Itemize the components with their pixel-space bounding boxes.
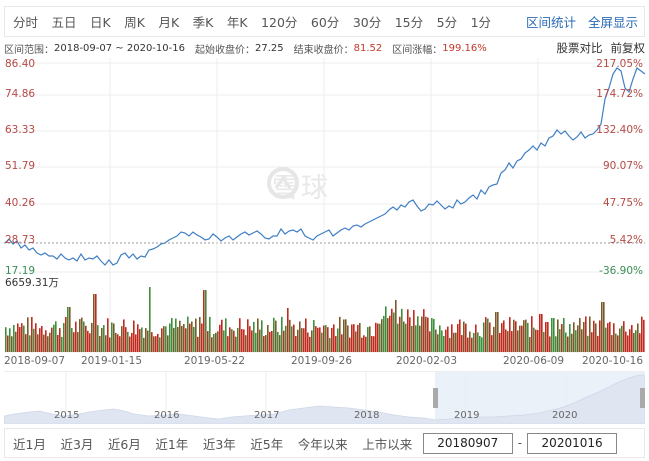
end-close-value: 81.52 (353, 42, 383, 54)
fullscreen-link[interactable]: 全屏显示 (587, 15, 638, 30)
range-value: 2018-09-07 ~ 2020-10-16 (54, 42, 185, 54)
pct-label-2: 174.72% (596, 88, 643, 100)
price-label-max: 86.40 (5, 58, 36, 70)
info-actions: 股票对比 前复权 (549, 40, 646, 56)
pct-label-base: 5.42% (609, 234, 643, 246)
year-label: 2016 (154, 410, 180, 421)
price-label-5: 40.26 (5, 197, 36, 209)
preset-6m[interactable]: 近6月 (107, 436, 141, 452)
preset-1y[interactable]: 近1年 (155, 436, 189, 452)
date-label: 2020-02-03 (396, 355, 458, 367)
price-label-3: 63.33 (5, 124, 36, 136)
xueqiu-logo-icon (267, 167, 299, 199)
change-label: 区间涨幅： (392, 44, 443, 56)
price-label-2: 74.86 (5, 88, 36, 100)
end-close-label: 结束收盘价： (293, 44, 354, 56)
preset-3y[interactable]: 近3年 (202, 436, 236, 452)
date-axis: 2018-09-07 2019-01-15 2019-05-22 2019-09… (4, 355, 645, 369)
end-date-input[interactable] (527, 432, 618, 454)
watermark: 雪球 (266, 166, 330, 205)
year-label: 2020 (552, 410, 578, 421)
navigator-right-handle[interactable] (640, 388, 645, 408)
tab-intraday[interactable]: 分时 (13, 15, 39, 30)
tab-1min[interactable]: 1分 (470, 15, 492, 30)
preset-5y[interactable]: 近5年 (250, 436, 284, 452)
tab-120min[interactable]: 120分 (261, 15, 298, 30)
price-label-base: 28.73 (5, 234, 36, 246)
adjust-mode-button[interactable]: 前复权 (610, 41, 646, 55)
tab-daily-k[interactable]: 日K (90, 15, 111, 30)
change-value: 199.16% (442, 42, 487, 54)
preset-3m[interactable]: 近3月 (60, 436, 94, 452)
tab-monthly-k[interactable]: 月K (158, 15, 180, 30)
volume-max-label: 6659.31万 (5, 277, 59, 289)
year-label: 2015 (54, 410, 80, 421)
pct-label-4: 90.07% (602, 160, 643, 172)
period-toolbar: 分时 五日 日K 周K 月K 季K 年K 120分 60分 30分 15分 5分… (4, 6, 645, 37)
date-label: 2018-09-07 (4, 355, 66, 367)
preset-1m[interactable]: 近1月 (13, 436, 46, 452)
tab-5min[interactable]: 5分 (436, 15, 458, 30)
preset-since-listing[interactable]: 上市以来 (362, 436, 413, 452)
date-label: 2019-05-22 (184, 355, 246, 367)
range-navigator[interactable]: 2015 2016 2017 2018 2019 2020 (3, 371, 646, 425)
year-label: 2018 (354, 410, 380, 421)
tab-quarterly-k[interactable]: 季K (192, 15, 214, 30)
tab-weekly-k[interactable]: 周K (124, 15, 145, 30)
date-label: 2020-10-16 (582, 355, 644, 367)
price-label-min: 17.19 (5, 265, 36, 277)
tab-5day[interactable]: 五日 (51, 15, 77, 30)
tab-60min[interactable]: 60分 (310, 15, 340, 30)
navigator-left-handle[interactable] (433, 388, 438, 408)
tab-30min[interactable]: 30分 (352, 15, 382, 30)
date-separator: - (517, 436, 523, 450)
price-chart-canvas (4, 58, 645, 353)
range-preset-bar: 近1月 近3月 近6月 近1年 近3年 近5年 今年以来 上市以来 - (4, 428, 645, 458)
start-close-label: 起始收盘价： (194, 44, 255, 56)
start-date-input[interactable] (422, 432, 513, 454)
volume-bars (5, 287, 645, 352)
date-label: 2019-01-15 (81, 355, 143, 367)
range-info-bar: 区间范围： 2018-09-07 ~ 2020-10-16 起始收盘价： 27.… (4, 39, 645, 57)
toolbar-links: 区间统计 全屏显示 (514, 12, 644, 31)
year-label: 2017 (254, 410, 280, 421)
pct-label-max: 217.05% (596, 58, 643, 70)
date-label: 2020-06-09 (503, 355, 565, 367)
pct-label-min: -36.90% (599, 265, 643, 277)
preset-ytd[interactable]: 今年以来 (297, 436, 348, 452)
tab-yearly-k[interactable]: 年K (226, 15, 248, 30)
pct-label-3: 132.40% (596, 124, 643, 136)
start-close-value: 27.25 (254, 42, 284, 54)
year-label: 2019 (454, 410, 480, 421)
pct-label-5: 47.75% (602, 197, 643, 209)
range-stats-link[interactable]: 区间统计 (525, 15, 576, 30)
range-label: 区间范围： (4, 44, 54, 56)
tab-15min[interactable]: 15分 (394, 15, 424, 30)
navigator-canvas (3, 372, 646, 425)
price-chart[interactable]: 雪球 86.40 74.86 63.33 51.79 40.26 28.73 1… (4, 58, 645, 356)
date-label: 2019-09-26 (291, 355, 353, 367)
price-label-4: 51.79 (5, 160, 36, 172)
stock-compare-button[interactable]: 股票对比 (556, 41, 603, 55)
